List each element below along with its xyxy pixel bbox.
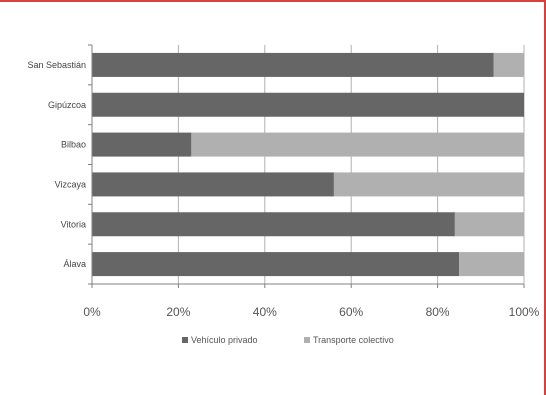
category-label: Gipúzcoa [48,100,86,110]
x-tick-label: 0% [83,305,101,319]
category-labels: San Sebastián Gipúzcoa Bilbao Vizcaya Vitori… [27,60,86,269]
legend-swatch [182,337,188,343]
legend-swatch [304,337,310,343]
bar-vehiculo-privado [92,92,524,117]
bar-vehiculo-privado [92,172,334,197]
bar-transporte-colectivo [191,132,525,157]
category-label: Vitoria [61,219,86,229]
x-tick-label: 20% [166,305,190,319]
x-tick-label: 40% [253,305,277,319]
legend: Vehículo privado Transporte colectivo [182,335,394,345]
bars [92,52,525,277]
bar-transporte-colectivo [459,252,524,277]
category-label: Vizcaya [55,179,86,189]
legend-item-vehiculo-privado: Vehículo privado [191,335,258,345]
x-tick-label: 60% [339,305,363,319]
category-label: San Sebastián [27,60,86,70]
axes [88,44,525,288]
gridlines [177,45,525,284]
bar-transporte-colectivo [333,172,524,197]
bar-vehiculo-privado [92,212,455,237]
x-tick-labels: 0% 20% 40% 60% 80% 100% [83,305,539,319]
legend-item-transporte-colectivo: Transporte colectivo [313,335,394,345]
bar-vehiculo-privado [92,52,494,77]
bar-vehiculo-privado [92,252,460,277]
bar-transporte-colectivo [493,52,524,77]
x-tick-label: 80% [426,305,450,319]
bar-vehiculo-privado [92,132,192,157]
category-label: Álava [63,259,86,269]
x-tick-label: 100% [509,305,540,319]
category-label: Bilbao [61,140,86,150]
bar-transporte-colectivo [454,212,524,237]
